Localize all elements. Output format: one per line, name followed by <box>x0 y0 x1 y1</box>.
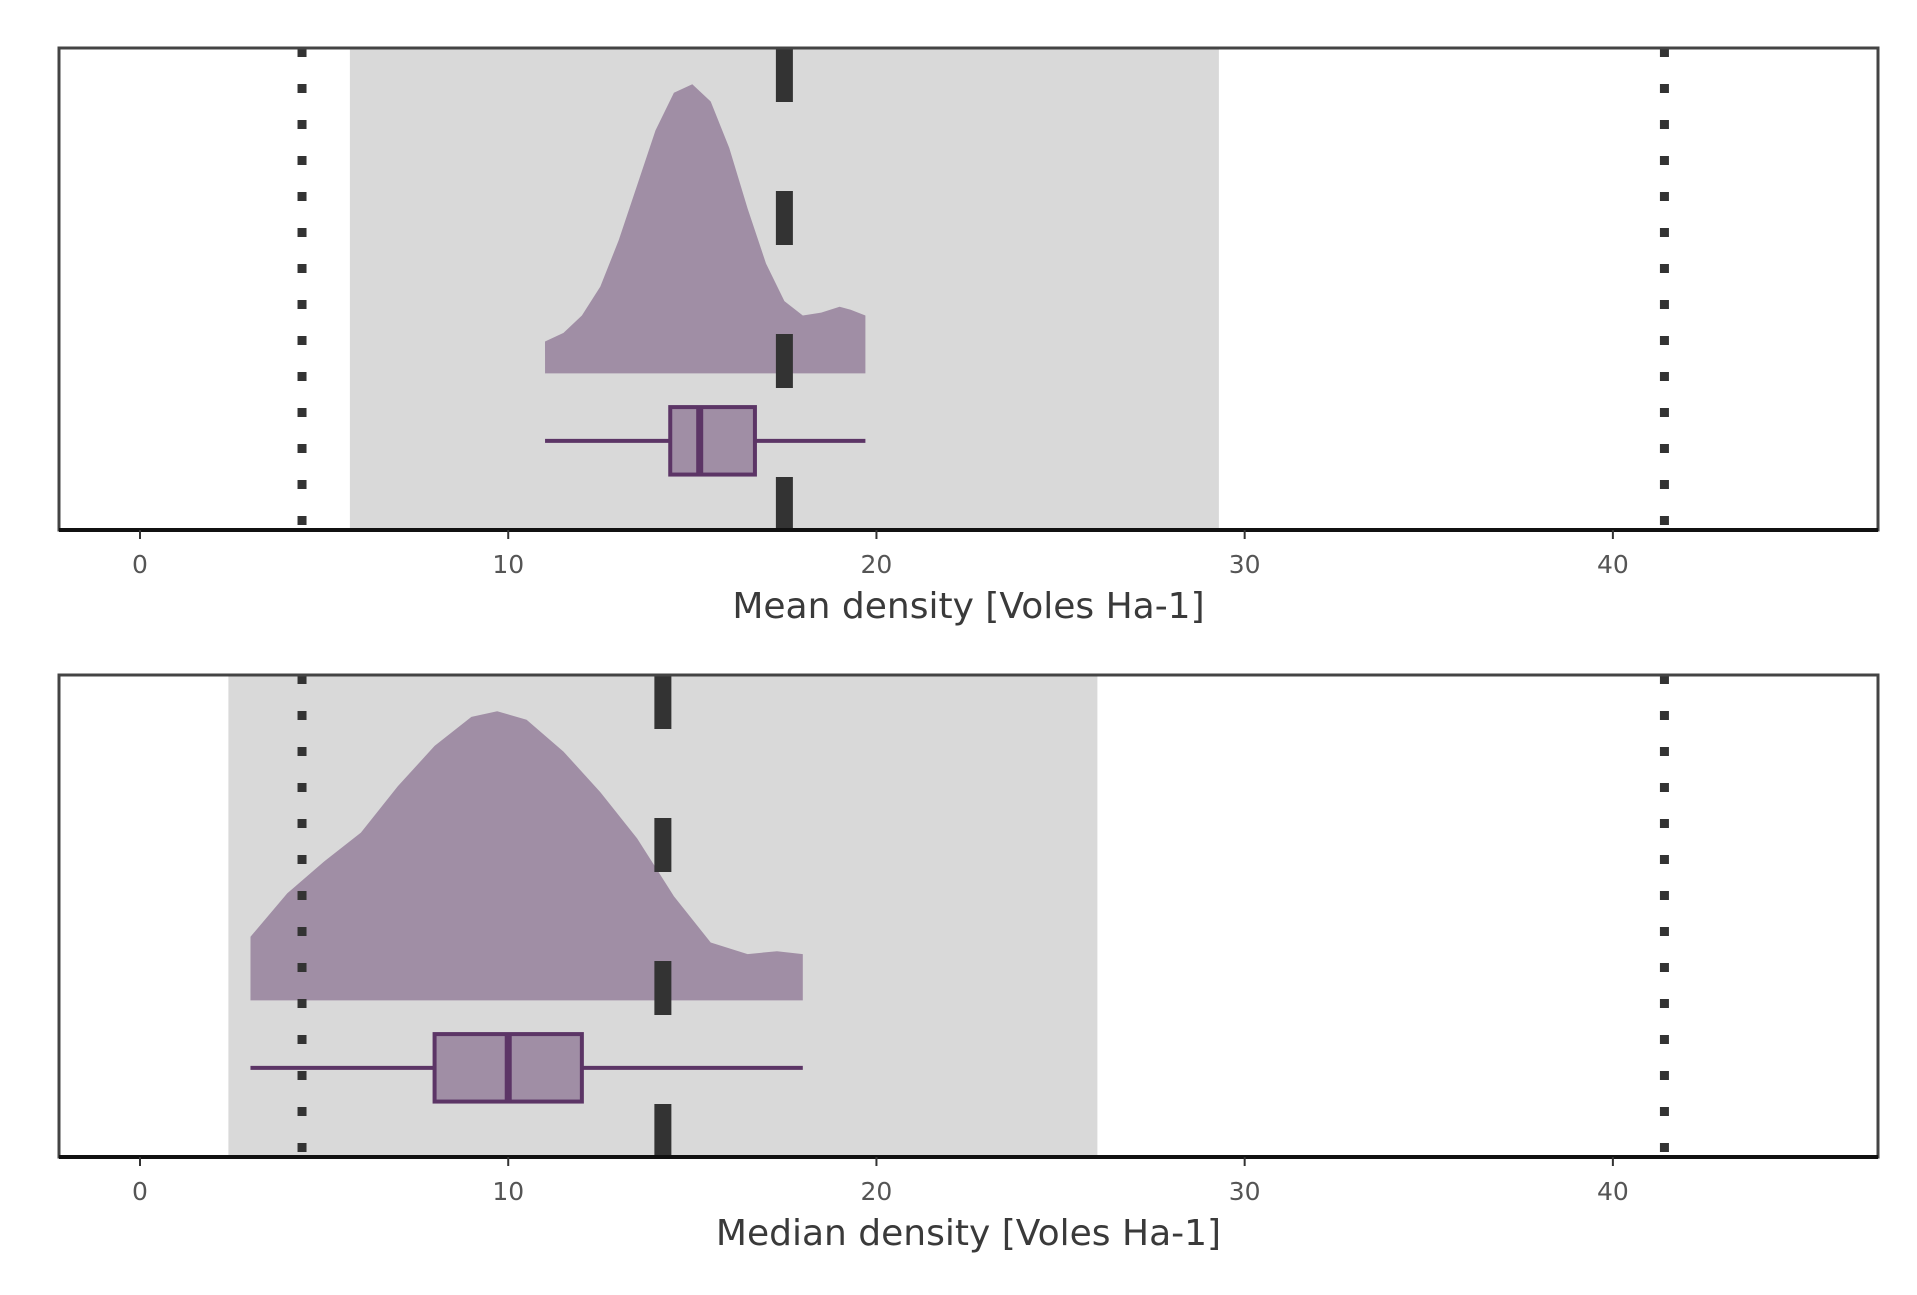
x-tick-label: 20 <box>861 550 893 579</box>
panel-1: 0 10 20 30 40 Mean density [Voles Ha-1] <box>57 46 1880 627</box>
panel-2: 0 10 20 30 40 Median density [Voles Ha-1] <box>57 673 1880 1254</box>
box-iqr <box>668 405 757 477</box>
x-tick-label: 10 <box>492 1177 524 1206</box>
x-tick-label: 20 <box>861 1177 893 1206</box>
x-tick-label: 40 <box>1597 1177 1629 1206</box>
x-tick-label: 0 <box>132 550 148 579</box>
x-axis-title: Mean density [Voles Ha-1] <box>732 586 1204 627</box>
x-tick-label: 10 <box>492 550 524 579</box>
x-tick-label: 30 <box>1229 550 1261 579</box>
shaded-interval <box>349 48 1219 530</box>
density-curve <box>545 84 866 374</box>
density-curve <box>250 711 803 1001</box>
x-tick-label: 40 <box>1597 550 1629 579</box>
x-tick-label: 0 <box>132 1177 148 1206</box>
x-axis-title: Median density [Voles Ha-1] <box>716 1213 1221 1254</box>
x-tick-label: 30 <box>1229 1177 1261 1206</box>
